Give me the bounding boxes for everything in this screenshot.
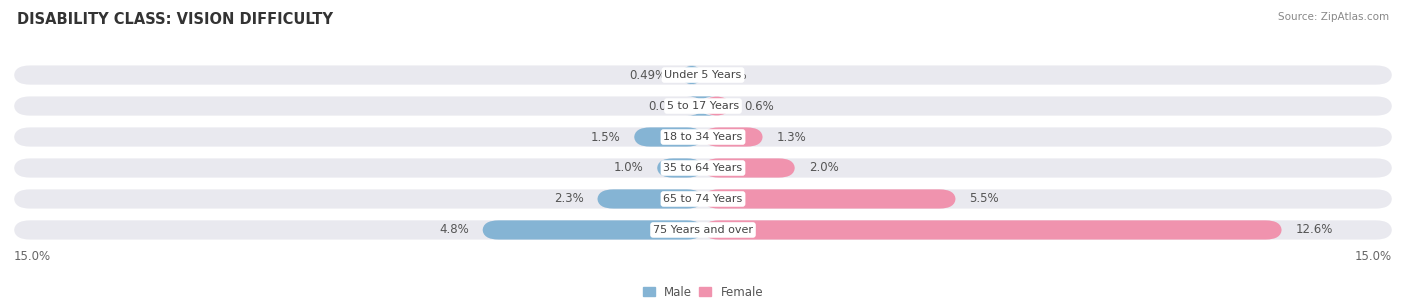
Legend: Male, Female: Male, Female bbox=[643, 286, 763, 299]
FancyBboxPatch shape bbox=[681, 66, 703, 85]
Text: DISABILITY CLASS: VISION DIFFICULTY: DISABILITY CLASS: VISION DIFFICULTY bbox=[17, 12, 333, 27]
Text: 0.49%: 0.49% bbox=[630, 69, 666, 81]
Text: 0.0%: 0.0% bbox=[717, 69, 747, 81]
FancyBboxPatch shape bbox=[482, 220, 703, 239]
FancyBboxPatch shape bbox=[14, 189, 1392, 209]
Text: 2.0%: 2.0% bbox=[808, 161, 838, 174]
Text: 15.0%: 15.0% bbox=[14, 250, 51, 263]
FancyBboxPatch shape bbox=[14, 96, 1392, 116]
Text: 35 to 64 Years: 35 to 64 Years bbox=[664, 163, 742, 173]
Text: Source: ZipAtlas.com: Source: ZipAtlas.com bbox=[1278, 12, 1389, 22]
FancyBboxPatch shape bbox=[598, 189, 703, 209]
Text: 75 Years and over: 75 Years and over bbox=[652, 225, 754, 235]
Text: 1.0%: 1.0% bbox=[613, 161, 644, 174]
Text: 1.3%: 1.3% bbox=[776, 131, 806, 144]
Text: 65 to 74 Years: 65 to 74 Years bbox=[664, 194, 742, 204]
FancyBboxPatch shape bbox=[688, 96, 716, 116]
Text: 1.5%: 1.5% bbox=[591, 131, 620, 144]
Text: 2.3%: 2.3% bbox=[554, 192, 583, 206]
FancyBboxPatch shape bbox=[703, 189, 956, 209]
Text: 15.0%: 15.0% bbox=[1355, 250, 1392, 263]
Text: 5 to 17 Years: 5 to 17 Years bbox=[666, 101, 740, 111]
Text: 0.6%: 0.6% bbox=[744, 99, 775, 113]
Text: 12.6%: 12.6% bbox=[1295, 224, 1333, 236]
FancyBboxPatch shape bbox=[634, 127, 703, 147]
FancyBboxPatch shape bbox=[657, 158, 703, 178]
FancyBboxPatch shape bbox=[703, 127, 762, 147]
Text: 4.8%: 4.8% bbox=[439, 224, 468, 236]
FancyBboxPatch shape bbox=[14, 66, 1392, 85]
FancyBboxPatch shape bbox=[14, 220, 1392, 239]
Text: 0.08%: 0.08% bbox=[648, 99, 686, 113]
Text: 5.5%: 5.5% bbox=[969, 192, 1000, 206]
Text: Under 5 Years: Under 5 Years bbox=[665, 70, 741, 80]
FancyBboxPatch shape bbox=[14, 127, 1392, 147]
Text: 18 to 34 Years: 18 to 34 Years bbox=[664, 132, 742, 142]
FancyBboxPatch shape bbox=[14, 158, 1392, 178]
FancyBboxPatch shape bbox=[703, 158, 794, 178]
FancyBboxPatch shape bbox=[703, 220, 1282, 239]
FancyBboxPatch shape bbox=[703, 96, 731, 116]
